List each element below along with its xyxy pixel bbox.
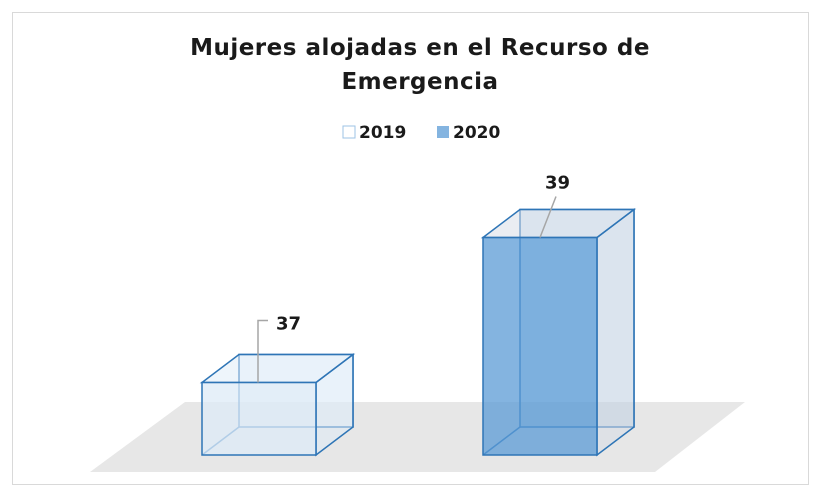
bar <box>480 207 637 457</box>
title-line: Mujeres alojadas en el Recurso de <box>190 35 650 61</box>
floor <box>90 402 745 472</box>
legend-label: 2020 <box>453 123 500 143</box>
bar-front <box>201 381 317 456</box>
bar-front <box>482 236 598 456</box>
label-leader <box>257 319 268 383</box>
legend-swatch <box>342 125 356 139</box>
legend-label: 2019 <box>359 123 406 143</box>
legend-swatch <box>437 126 449 138</box>
bar-side <box>596 207 635 457</box>
bar <box>199 352 356 457</box>
data-label: 37 <box>276 314 301 335</box>
title-line: Emergencia <box>341 69 498 95</box>
data-label: 39 <box>545 173 570 194</box>
label-leader <box>539 196 557 238</box>
chart-title: Mujeres alojadas en el Recurso de Emergen… <box>190 35 650 95</box>
